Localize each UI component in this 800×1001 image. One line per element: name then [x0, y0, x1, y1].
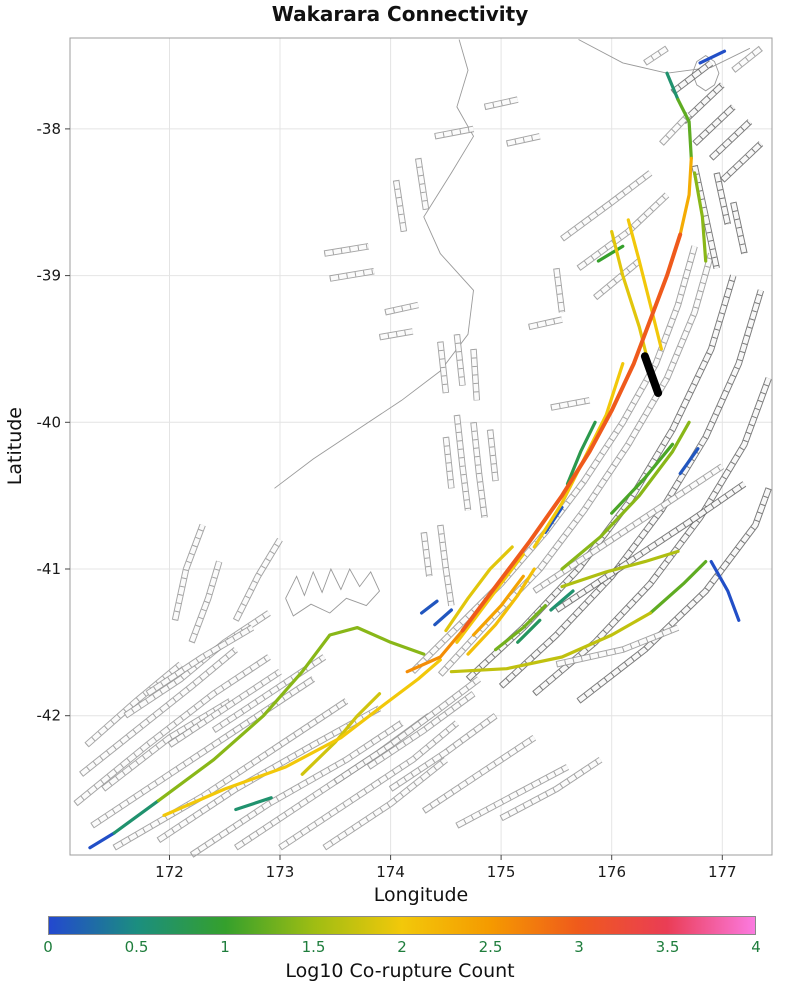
colorbar-tick: 4 — [751, 938, 761, 956]
fault-network-layer — [73, 45, 772, 858]
svg-text:176: 176 — [597, 863, 626, 880]
svg-text:175: 175 — [487, 863, 516, 880]
colorbar-tick: 0 — [43, 938, 53, 956]
svg-text:177: 177 — [708, 863, 737, 880]
colorbar-tick: 1.5 — [301, 938, 326, 956]
chart-title: Wakarara Connectivity — [271, 2, 529, 26]
colorbar-tick-labels: 0 0.5 1 1.5 2 2.5 3 3.5 4 — [43, 938, 761, 958]
colorbar-tick: 2.5 — [478, 938, 503, 956]
svg-text:172: 172 — [155, 863, 184, 880]
colorbar-tick: 2 — [397, 938, 407, 956]
colorbar-label: Log10 Co-rupture Count — [285, 960, 515, 982]
svg-text:-42: -42 — [37, 707, 62, 725]
colorbar-tick: 0.5 — [124, 938, 149, 956]
svg-text:-41: -41 — [37, 560, 62, 578]
map-canvas: 172 173 174 175 176 177 -38 -39 -40 -41 -42 — [37, 37, 773, 880]
rupture-layer — [88, 49, 741, 850]
colorbar-tick: 3 — [574, 938, 584, 956]
colorbar-gradient — [48, 916, 756, 935]
colorbar-tick: 1 — [220, 938, 230, 956]
x-axis-label: Longitude — [373, 884, 469, 906]
grid-layer — [70, 38, 772, 855]
svg-text:-38: -38 — [37, 120, 62, 138]
axes-layer: 172 173 174 175 176 177 -38 -39 -40 -41 -42 — [37, 37, 773, 880]
svg-text:-39: -39 — [37, 267, 62, 285]
y-axis-label: Latitude — [4, 407, 26, 486]
colorbar-tick: 3.5 — [655, 938, 680, 956]
svg-text:-40: -40 — [37, 413, 62, 431]
svg-text:174: 174 — [376, 863, 405, 880]
svg-text:173: 173 — [266, 863, 295, 880]
